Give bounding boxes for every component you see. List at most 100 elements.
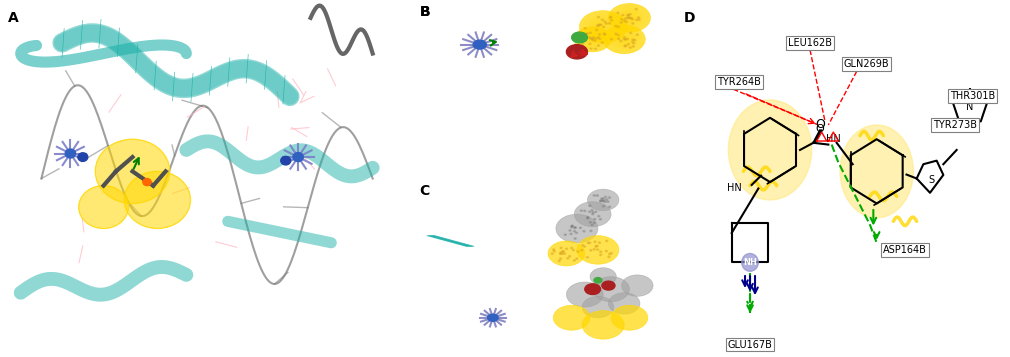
Circle shape — [627, 8, 629, 10]
Circle shape — [599, 248, 601, 249]
Text: HN: HN — [727, 183, 741, 193]
Circle shape — [124, 171, 191, 228]
Circle shape — [611, 30, 637, 48]
Circle shape — [607, 28, 609, 29]
Circle shape — [565, 251, 567, 253]
Circle shape — [559, 251, 561, 252]
Circle shape — [599, 247, 601, 248]
Circle shape — [584, 33, 602, 46]
Circle shape — [577, 227, 580, 228]
Circle shape — [596, 196, 598, 197]
Circle shape — [573, 258, 575, 259]
Circle shape — [66, 149, 76, 158]
Circle shape — [635, 16, 637, 17]
Circle shape — [590, 39, 592, 40]
Circle shape — [580, 228, 582, 230]
Circle shape — [626, 20, 628, 22]
Circle shape — [629, 16, 631, 17]
Circle shape — [583, 13, 624, 41]
Circle shape — [612, 39, 614, 40]
Circle shape — [623, 11, 625, 12]
Circle shape — [601, 25, 603, 26]
Circle shape — [582, 311, 624, 339]
Circle shape — [606, 25, 608, 27]
Circle shape — [606, 31, 608, 32]
Text: A: A — [8, 11, 19, 25]
Circle shape — [606, 198, 608, 199]
Circle shape — [585, 284, 601, 295]
Circle shape — [586, 34, 600, 44]
Circle shape — [573, 219, 575, 221]
Circle shape — [624, 24, 626, 25]
Circle shape — [626, 40, 628, 41]
Circle shape — [569, 251, 571, 252]
Circle shape — [616, 45, 619, 46]
Text: GLN269B: GLN269B — [844, 59, 890, 69]
Circle shape — [597, 203, 600, 205]
Circle shape — [580, 11, 627, 43]
Circle shape — [640, 13, 642, 15]
Circle shape — [590, 245, 592, 246]
Circle shape — [603, 244, 605, 245]
Circle shape — [608, 19, 610, 20]
Circle shape — [591, 37, 593, 39]
Circle shape — [95, 139, 170, 203]
Circle shape — [623, 40, 625, 41]
Circle shape — [628, 17, 630, 19]
Circle shape — [590, 209, 592, 210]
Circle shape — [142, 178, 152, 186]
Circle shape — [595, 212, 597, 214]
Circle shape — [603, 25, 645, 54]
Circle shape — [602, 22, 604, 23]
Circle shape — [602, 204, 604, 206]
Circle shape — [617, 44, 619, 45]
Circle shape — [620, 16, 622, 17]
Circle shape — [600, 203, 602, 205]
Circle shape — [576, 229, 578, 230]
Circle shape — [590, 268, 616, 286]
Circle shape — [621, 12, 637, 23]
Circle shape — [596, 218, 598, 220]
Circle shape — [548, 241, 585, 266]
Circle shape — [590, 33, 592, 34]
Circle shape — [609, 256, 611, 258]
Circle shape — [588, 248, 590, 250]
Circle shape — [601, 25, 606, 29]
Circle shape — [588, 41, 590, 42]
Circle shape — [633, 40, 635, 42]
Circle shape — [567, 251, 569, 253]
Circle shape — [600, 197, 602, 198]
Circle shape — [575, 27, 611, 52]
Circle shape — [593, 251, 595, 252]
Circle shape — [624, 35, 626, 37]
Circle shape — [79, 186, 128, 228]
Circle shape — [592, 213, 594, 215]
Circle shape — [600, 206, 602, 207]
Text: GLU167B: GLU167B — [727, 340, 773, 350]
Circle shape — [604, 250, 607, 251]
Circle shape — [624, 14, 634, 21]
Circle shape — [586, 15, 621, 39]
Circle shape — [608, 255, 610, 256]
Circle shape — [627, 16, 629, 18]
Circle shape — [597, 247, 599, 248]
Circle shape — [614, 32, 634, 46]
Circle shape — [596, 245, 599, 247]
Circle shape — [594, 36, 596, 37]
Circle shape — [601, 28, 603, 30]
Text: B: B — [419, 5, 430, 19]
Circle shape — [596, 212, 598, 214]
Circle shape — [603, 25, 645, 54]
Circle shape — [567, 45, 588, 59]
Text: O: O — [815, 119, 825, 131]
Circle shape — [566, 261, 568, 263]
Circle shape — [741, 253, 759, 271]
Text: N: N — [967, 102, 974, 112]
Circle shape — [488, 314, 498, 321]
Circle shape — [572, 32, 588, 43]
Circle shape — [611, 5, 647, 30]
Text: LEU162B: LEU162B — [788, 38, 832, 48]
Circle shape — [594, 40, 596, 42]
Circle shape — [626, 47, 628, 49]
Circle shape — [608, 29, 640, 50]
